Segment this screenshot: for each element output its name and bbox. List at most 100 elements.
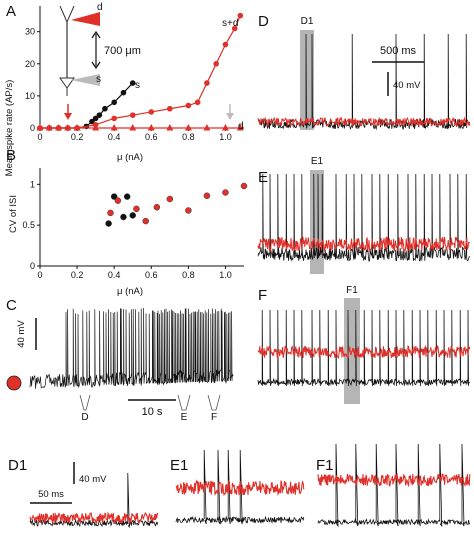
scatter-point-s-plus-d — [222, 189, 229, 196]
data-point-s-plus-d — [167, 105, 173, 112]
panel-d1-scale-t: 50 ms — [38, 489, 64, 500]
panel-a-x-tick-label: 0.2 — [71, 132, 84, 142]
marker-d: D — [81, 412, 88, 423]
panel-d-box-label: D1 — [301, 16, 314, 27]
panel-label-b: B — [6, 147, 16, 164]
distance-label: 700 μm — [104, 45, 141, 57]
panel-b-x-tick-label: 0.8 — [182, 270, 195, 280]
panel-f1-trace-black — [317, 443, 471, 528]
panel-c-trace — [29, 307, 234, 389]
data-point-d — [45, 124, 53, 131]
panel-a-series — [36, 12, 244, 131]
panel-b-series — [105, 182, 248, 227]
data-point-s-plus-d — [204, 80, 210, 86]
panel-d-scale-v: 40 mV — [393, 80, 421, 91]
panel-b-x-tick-label: 1.0 — [219, 270, 232, 280]
panel-f-trace-red — [257, 344, 471, 360]
curve-label-s: s — [135, 80, 140, 91]
panel-a-y-tick-label: 10 — [25, 91, 35, 101]
panel-e: E E1 — [257, 156, 471, 274]
dendrite-electrode-icon — [71, 12, 100, 26]
data-point-s-plus-d — [194, 99, 201, 106]
scatter-point-s-plus-d — [185, 207, 192, 214]
data-point-s-plus-d — [213, 60, 219, 67]
scatter-point-s-plus-d — [240, 182, 248, 190]
marker-e: E — [181, 412, 188, 423]
panel-a-x-tick-label: 1.0 — [219, 132, 232, 142]
panel-f: F F1 — [257, 285, 471, 404]
data-point-s-plus-d — [185, 102, 192, 109]
panel-e1-trace-black — [175, 449, 305, 525]
scatter-point-s-plus-d — [153, 203, 161, 211]
data-point-s — [89, 118, 95, 125]
panel-a-y-tick-label: 30 — [25, 27, 35, 37]
red-marker-icon — [6, 375, 22, 391]
data-point-d — [55, 124, 63, 131]
panel-label-d1: D1 — [8, 457, 27, 474]
panel-c-scale-v: 40 mV — [16, 320, 27, 348]
panel-a: A 0 0.2 0.4 0.6 0.8 1.0 0 10 20 30 Mean spike rat… — [4, 2, 244, 176]
panel-b-ylabel: CV of ISI — [8, 195, 19, 233]
data-point-s — [120, 89, 127, 96]
scatter-point-s — [120, 213, 127, 221]
data-point-d — [73, 124, 81, 131]
panel-b-x-tick-label: 0.4 — [108, 270, 121, 280]
data-point-s-plus-d — [237, 12, 244, 19]
data-point-s — [102, 105, 108, 112]
data-point-s — [96, 112, 103, 118]
panel-f1-trace-red — [317, 473, 471, 488]
data-point-s-plus-d — [222, 41, 229, 48]
data-point-s — [129, 80, 136, 86]
data-point-s-plus-d — [231, 25, 238, 32]
panel-a-x-tick-label: 0.8 — [182, 132, 195, 142]
panel-d1-trace-red — [29, 511, 159, 525]
data-point-s-plus-d — [129, 112, 136, 118]
scatter-point-s — [110, 193, 118, 200]
panel-f-trace-black — [257, 309, 471, 387]
scatter-point-s — [129, 212, 136, 219]
scatter-point-s-plus-d — [133, 205, 140, 213]
panel-label-e1: E1 — [170, 457, 188, 474]
scatter-point-s-plus-d — [107, 209, 114, 217]
panel-d1: D1 40 mV 50 ms — [8, 457, 159, 529]
scatter-point-s-plus-d — [114, 197, 122, 204]
panel-e1-trace-red — [175, 479, 305, 497]
threshold-arrow-red — [64, 113, 72, 120]
panel-a-x-tick-label: 0 — [37, 132, 42, 142]
data-point-s — [111, 99, 117, 106]
panel-d-trace-red — [257, 116, 471, 128]
panel-b-x-tick-label: 0.6 — [145, 270, 158, 280]
panel-a-xlabel: μ (nA) — [117, 152, 143, 163]
panel-label-d: D — [258, 13, 269, 30]
label-s: s — [96, 74, 101, 85]
panel-b-y-tick-label: 1 — [30, 179, 35, 189]
panel-a-y-tick-label: 20 — [25, 59, 35, 69]
marker-f: F — [211, 412, 217, 423]
panel-b-xlabel: μ (nA) — [117, 286, 143, 297]
panel-e1: E1 — [170, 449, 305, 525]
data-point-d — [203, 124, 211, 131]
panel-d1-trace-black — [29, 472, 159, 529]
soma-electrode-icon — [71, 74, 100, 86]
panel-b-x-tick-label: 0.2 — [71, 270, 84, 280]
panel-b-axes: 0 0.2 0.4 0.6 0.8 1.0 0 0.5 1 — [22, 168, 244, 280]
threshold-arrow-grey — [226, 113, 234, 120]
panel-c: C 40 mV 10 s D E F — [6, 297, 234, 423]
data-point-s-plus-d — [148, 109, 155, 115]
curve-label-sd: s+d — [222, 18, 238, 29]
series-line-s — [40, 82, 134, 129]
panel-b-y-tick-label: 0 — [30, 261, 35, 271]
panel-a-y-tick-label: 0 — [30, 123, 35, 133]
label-d: d — [97, 2, 103, 13]
scatter-point-s-plus-d — [166, 195, 174, 203]
scatter-point-s-plus-d — [203, 192, 211, 200]
panel-d-trace-black — [257, 33, 471, 131]
panel-d1-scale-v: 40 mV — [79, 474, 107, 485]
panel-a-x-tick-label: 0.4 — [108, 132, 121, 142]
scatter-point-s — [105, 220, 112, 227]
neuron-schematic: d s 700 μm — [59, 2, 141, 96]
panel-b: B 0 0.2 0.4 0.6 0.8 1.0 0 0.5 1 CV of ISI μ (nA) — [6, 147, 248, 297]
panel-a-ylabel: Mean spike rate (AP/s) — [4, 80, 15, 177]
data-point-d — [92, 124, 100, 131]
